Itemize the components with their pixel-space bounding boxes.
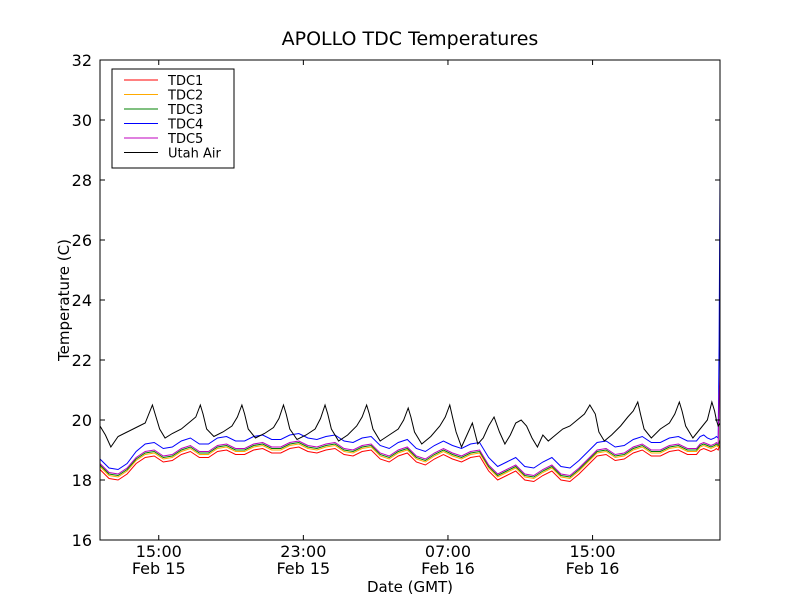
x-tick-label-date: Feb 16 (566, 559, 620, 578)
y-tick-label: 26 (72, 231, 92, 250)
y-tick-label: 24 (72, 291, 92, 310)
legend-label-tdc5: TDC5 (167, 132, 203, 147)
y-tick-label: 20 (72, 411, 92, 430)
y-tick-label: 16 (72, 531, 92, 550)
y-tick-label: 30 (72, 111, 92, 130)
x-tick-label-time: 15:00 (570, 542, 616, 561)
series-line-tdc3 (100, 439, 720, 478)
y-axis-label: Temperature (C) (55, 239, 73, 362)
series-line-tdc1 (100, 443, 720, 483)
plot-area (100, 173, 720, 483)
chart-title: APOLLO TDC Temperatures (282, 28, 539, 50)
x-tick-label-date: Feb 16 (421, 559, 475, 578)
series-line-tdc2 (100, 440, 720, 480)
y-tick-label: 18 (72, 471, 92, 490)
series-line-tdc4 (100, 173, 720, 471)
series-line-utah-air (100, 400, 720, 449)
legend-box (111, 68, 235, 169)
legend-label-tdc3: TDC3 (167, 103, 203, 118)
x-tick-label-date: Feb 15 (132, 559, 186, 578)
x-tick-label-time: 15:00 (136, 542, 182, 561)
y-tick-label: 22 (72, 351, 92, 370)
legend-label-utah-air: Utah Air (168, 147, 221, 162)
series-line-tdc5 (100, 374, 720, 477)
legend-label-tdc2: TDC2 (167, 89, 203, 104)
x-tick-label-time: 07:00 (425, 542, 471, 561)
x-axis-label: Date (GMT) (367, 578, 453, 596)
x-tick-label-time: 23:00 (280, 542, 326, 561)
y-tick-label: 28 (72, 171, 92, 190)
x-tick-label-date: Feb 15 (276, 559, 330, 578)
legend-label-tdc4: TDC4 (167, 118, 203, 133)
y-tick-label: 32 (72, 51, 92, 70)
legend-label-tdc1: TDC1 (167, 74, 203, 89)
